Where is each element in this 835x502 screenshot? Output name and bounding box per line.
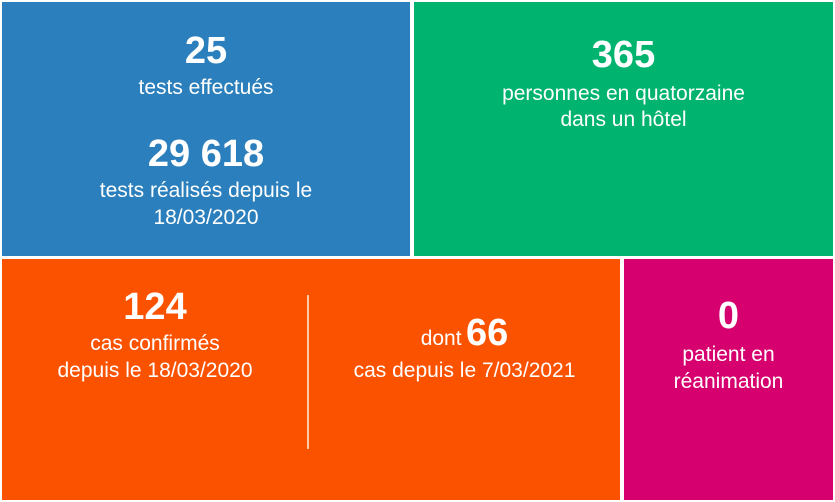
recent-cases-label: cas depuis le 7/03/2021	[353, 359, 576, 382]
quarantine-tile: 365 personnes en quatorzaine dans un hôt…	[414, 2, 833, 256]
icu-tile: 0 patient en réanimation	[624, 259, 833, 500]
icu-label-line2: réanimation	[673, 370, 784, 393]
cases-tile: 124 cas confirmés depuis le 18/03/2020 d…	[2, 259, 620, 500]
vertical-divider	[307, 295, 309, 449]
recent-cases-line: dont 66	[309, 314, 620, 352]
tests-tile: 25 tests effectués 29 618 tests réalisés…	[2, 2, 410, 256]
quarantine-count: 365	[591, 34, 656, 76]
tests-count: 25	[184, 30, 228, 72]
confirmed-cases-block: 124 cas confirmés depuis le 18/03/2020	[2, 259, 308, 500]
quarantine-label-line2: dans un hôtel	[560, 108, 687, 131]
confirmed-label-line1: cas confirmés	[90, 332, 220, 355]
quarantine-label-line1: personnes en quatorzaine	[502, 82, 745, 105]
icu-count: 0	[717, 295, 740, 337]
tests-count-label: tests effectués	[138, 76, 274, 99]
recent-cases-prefix: dont	[420, 327, 462, 350]
confirmed-label-line2: depuis le 18/03/2020	[57, 359, 253, 382]
recent-cases-count: 66	[466, 312, 509, 354]
tests-total-label-line1: tests réalisés depuis le	[99, 179, 313, 202]
tests-total-label-line2: 18/03/2020	[153, 206, 259, 229]
confirmed-count: 124	[123, 286, 187, 328]
icu-label-line1: patient en	[682, 343, 775, 366]
recent-cases-block: dont 66 cas depuis le 7/03/2021	[309, 259, 620, 500]
tests-total: 29 618	[147, 133, 265, 175]
